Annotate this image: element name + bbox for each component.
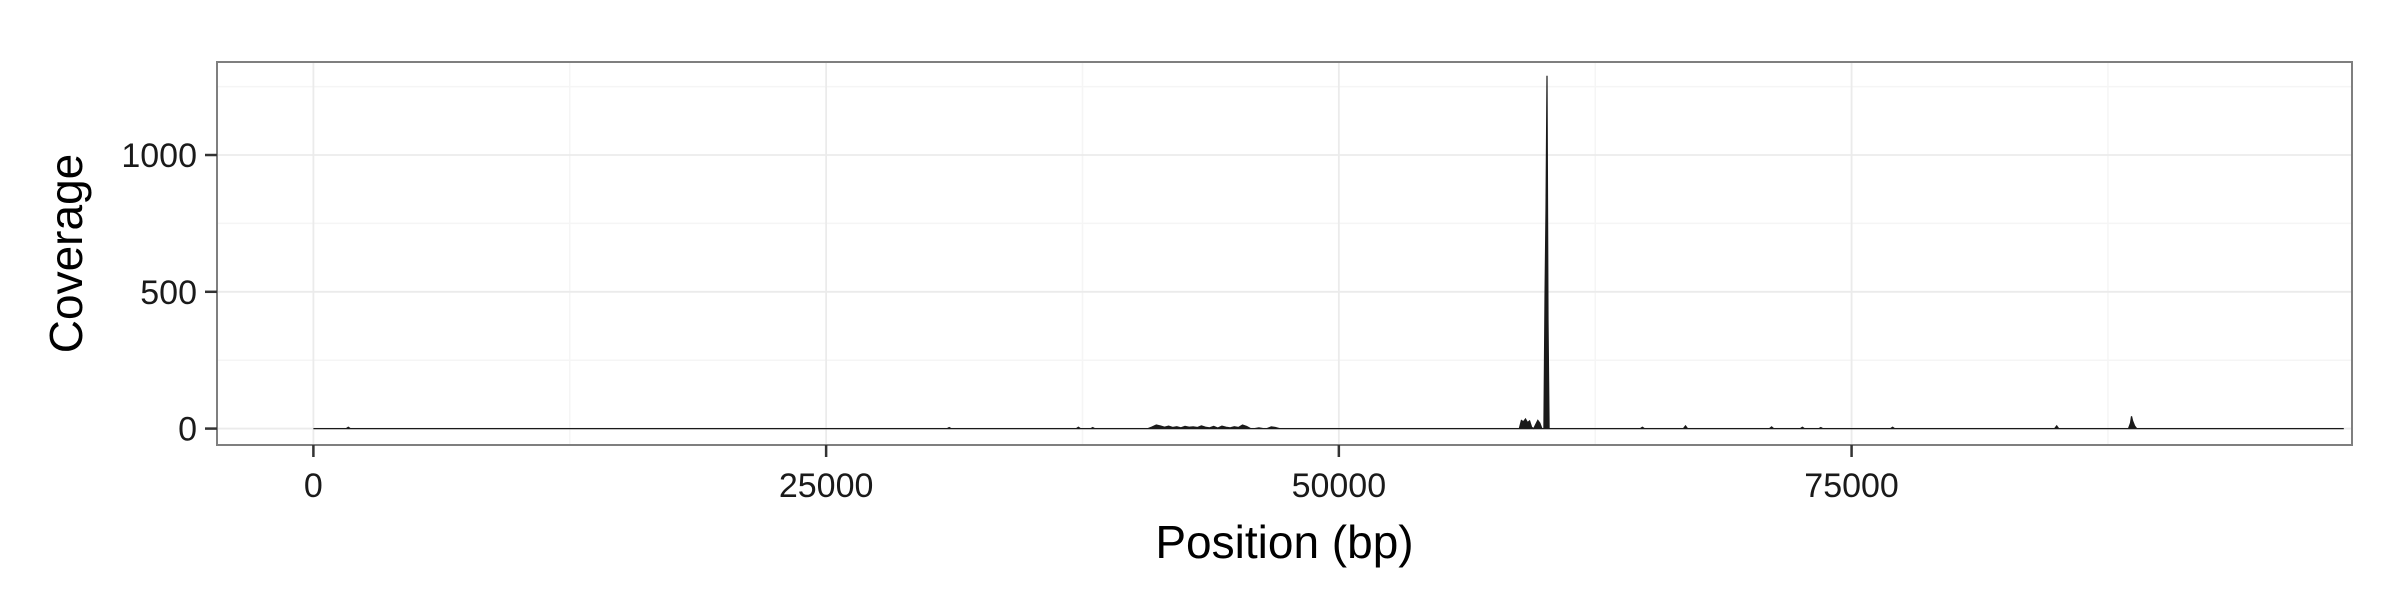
x-tick-label: 0	[304, 467, 323, 505]
x-tick-label: 50000	[1292, 467, 1387, 505]
y-tick-label: 0	[178, 411, 197, 449]
x-axis-title: Position (bp)	[1155, 516, 1413, 568]
y-tick-label: 1000	[121, 137, 197, 175]
plot-panel-border	[216, 61, 2353, 446]
y-axis-ticks: 0 500 1000	[121, 137, 217, 449]
minor-gridlines	[217, 62, 2352, 445]
y-tick-label: 500	[140, 274, 197, 312]
y-axis-title: Coverage	[40, 154, 92, 353]
x-tick-label: 75000	[1804, 467, 1899, 505]
x-axis-ticks: 0 25000 50000 75000	[304, 445, 1899, 505]
coverage-area	[313, 75, 2344, 430]
x-tick-label: 25000	[779, 467, 874, 505]
